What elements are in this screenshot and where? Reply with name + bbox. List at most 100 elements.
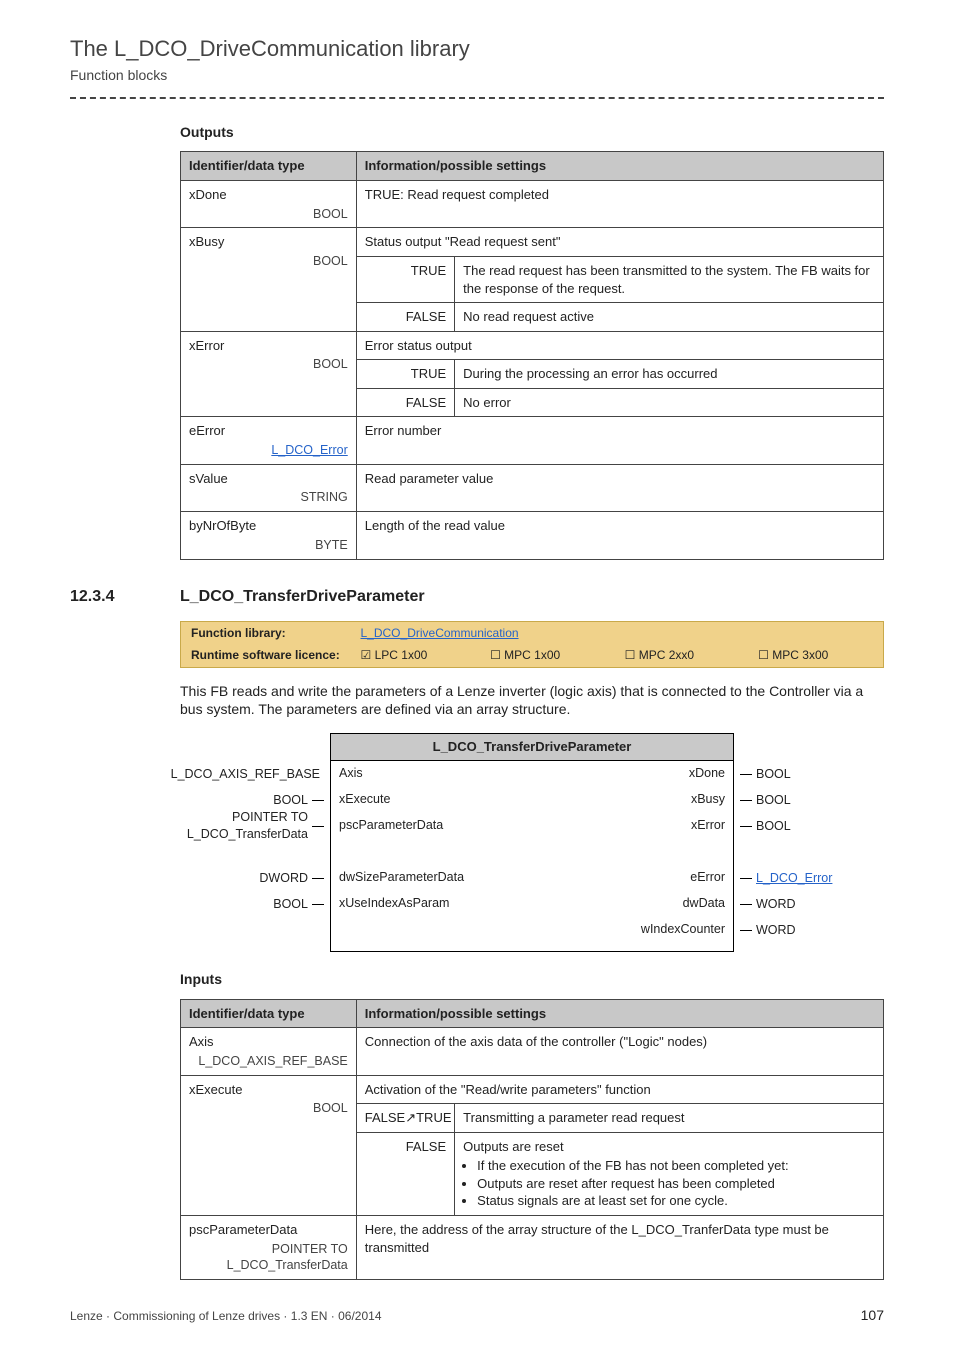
outputs-th-id: Identifier/data type (181, 152, 357, 181)
fb-pin-right: xDone (532, 765, 725, 782)
fb-diagram: L_DCO_AXIS_REF_BASEBOOLPOINTER TO L_DCO_… (180, 733, 884, 952)
page-running-subtitle: Function blocks (70, 66, 884, 85)
fb-pin-left: pscParameterData (339, 817, 532, 834)
in-xExecute-false-lead: Outputs are reset (463, 1139, 563, 1154)
out-byNrOfByte-desc: Length of the read value (356, 512, 883, 559)
fb-left-type: POINTER TO L_DCO_TransferData (187, 809, 308, 843)
in-pscParameterData-desc: Here, the address of the array structure… (356, 1215, 883, 1279)
outputs-table: Identifier/data type Information/possibl… (180, 151, 884, 559)
library-strip: Function library: L_DCO_DriveCommunicati… (180, 621, 884, 667)
fb-row: xExecutexBusy (331, 787, 733, 813)
kv-false: FALSE (356, 303, 454, 332)
fb-row (331, 839, 733, 865)
lic-label: Runtime software licence: (181, 644, 351, 667)
in-xExecute-name: xExecute (189, 1082, 242, 1097)
table-row: pscParameterData POINTER TO L_DCO_Transf… (181, 1215, 884, 1279)
fb-stub (312, 826, 324, 828)
out-xBusy-name: xBusy (189, 234, 224, 249)
fb-left-type: BOOL (273, 896, 308, 913)
out-xError-desc: Error status output (356, 331, 883, 360)
lic-cell-1: ☐ MPC 1x00 (480, 644, 615, 667)
fb-right-type: BOOL (756, 766, 791, 783)
table-row: xError BOOL Error status output (181, 331, 884, 360)
fb-row: xUseIndexAsParamdwData (331, 891, 733, 917)
in-xExecute-false-bullets: If the execution of the FB has not been … (463, 1157, 875, 1210)
out-xDone-name: xDone (189, 187, 227, 202)
lib-label: Function library: (181, 622, 351, 645)
out-eError-name: eError (189, 423, 225, 438)
fb-pin-right: xError (532, 817, 725, 834)
fb-left-type: L_DCO_AXIS_REF_BASE (171, 766, 320, 783)
in-pscParameterData-name: pscParameterData (189, 1222, 297, 1237)
in-Axis-name: Axis (189, 1034, 214, 1049)
footer-page-number: 107 (861, 1306, 884, 1325)
out-sValue-name: sValue (189, 471, 228, 486)
list-item: If the execution of the FB has not been … (477, 1157, 875, 1175)
fb-stub (740, 878, 752, 880)
list-item: Status signals are at least set for one … (477, 1192, 875, 1210)
lic-cell-2: ☐ MPC 2xx0 (615, 644, 749, 667)
fb-left-type: DWORD (259, 870, 308, 887)
in-xExecute-type: BOOL (189, 1100, 348, 1117)
section-title: L_DCO_TransferDriveParameter (180, 586, 425, 608)
fb-stub (312, 878, 324, 880)
fb-pin-left: dwSizeParameterData (339, 869, 532, 886)
out-xError-false: No error (455, 388, 884, 417)
in-pscParameterData-type: POINTER TO L_DCO_TransferData (189, 1241, 348, 1275)
footer-text: Lenze · Commissioning of Lenze drives · … (70, 1308, 382, 1324)
kv-false: FALSE (356, 388, 454, 417)
out-eError-type-link[interactable]: L_DCO_Error (189, 442, 348, 459)
fb-stub (740, 930, 752, 932)
fb-pin-right: wIndexCounter (532, 921, 725, 938)
lead-paragraph: This FB reads and write the parameters o… (180, 682, 884, 720)
out-xError-type: BOOL (189, 356, 348, 373)
kv-true: TRUE (356, 256, 454, 302)
kv-true: TRUE (356, 360, 454, 389)
inputs-table: Identifier/data type Information/possibl… (180, 999, 884, 1281)
out-byNrOfByte-type: BYTE (189, 537, 348, 554)
in-xExecute-ft: Transmitting a parameter read request (455, 1104, 884, 1133)
outputs-th-info: Information/possible settings (356, 152, 883, 181)
lic-cell-0: ☑ LPC 1x00 (351, 644, 481, 667)
table-row: xDone BOOL TRUE: Read request completed (181, 181, 884, 228)
table-row: Axis L_DCO_AXIS_REF_BASE Connection of t… (181, 1028, 884, 1075)
in-xExecute-desc: Activation of the "Read/write parameters… (356, 1075, 883, 1104)
fb-stub (740, 774, 752, 776)
out-xBusy-true: The read request has been transmitted to… (455, 256, 884, 302)
fb-row: AxisxDone (331, 761, 733, 787)
page-running-title: The L_DCO_DriveCommunication library (70, 34, 884, 64)
fb-pin-left: xExecute (339, 791, 532, 808)
inputs-th-id: Identifier/data type (181, 999, 357, 1028)
fb-stub (740, 826, 752, 828)
fb-pin-right: xBusy (532, 791, 725, 808)
out-sValue-type: STRING (189, 489, 348, 506)
fb-pin-right: dwData (532, 895, 725, 912)
out-xDone-desc: TRUE: Read request completed (356, 181, 883, 228)
fb-right-type: WORD (756, 896, 796, 913)
out-eError-desc: Error number (356, 417, 883, 464)
lib-link[interactable]: L_DCO_DriveCommunication (361, 626, 519, 640)
kv-false: FALSE (356, 1132, 454, 1215)
out-xError-name: xError (189, 338, 224, 353)
table-row: byNrOfByte BYTE Length of the read value (181, 512, 884, 559)
fb-right-type: WORD (756, 922, 796, 939)
fb-row: pscParameterDataxError (331, 813, 733, 839)
fb-pin-right: eError (532, 869, 725, 886)
in-Axis-desc: Connection of the axis data of the contr… (356, 1028, 883, 1075)
fb-row: wIndexCounter (331, 917, 733, 943)
inputs-heading: Inputs (180, 970, 884, 989)
table-row: xExecute BOOL Activation of the "Read/wr… (181, 1075, 884, 1104)
fb-right-type: BOOL (756, 792, 791, 809)
fb-right-type[interactable]: L_DCO_Error (756, 870, 832, 887)
fb-right-type: BOOL (756, 818, 791, 835)
fb-stub (312, 800, 324, 802)
fb-pin-left: Axis (339, 765, 532, 782)
outputs-heading: Outputs (180, 123, 884, 142)
in-Axis-type: L_DCO_AXIS_REF_BASE (189, 1053, 348, 1070)
out-byNrOfByte-name: byNrOfByte (189, 518, 256, 533)
lic-cell-3: ☐ MPC 3x00 (748, 644, 883, 667)
fb-stub (740, 800, 752, 802)
out-xError-true: During the processing an error has occur… (455, 360, 884, 389)
inputs-th-info: Information/possible settings (356, 999, 883, 1028)
fb-stub (312, 904, 324, 906)
